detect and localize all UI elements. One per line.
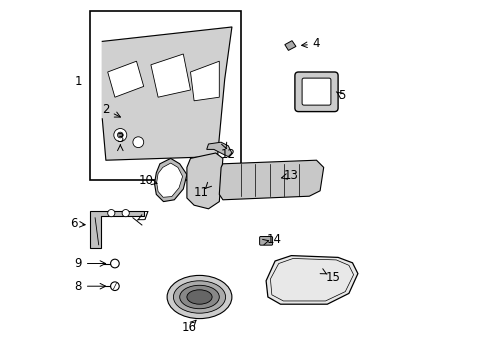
Circle shape xyxy=(114,129,126,141)
Polygon shape xyxy=(89,211,143,248)
Text: 3: 3 xyxy=(116,132,124,145)
Text: 9: 9 xyxy=(74,257,82,270)
Circle shape xyxy=(133,137,143,148)
Circle shape xyxy=(107,210,115,217)
Polygon shape xyxy=(206,142,231,157)
FancyBboxPatch shape xyxy=(294,72,337,112)
Text: 4: 4 xyxy=(312,37,320,50)
Circle shape xyxy=(122,210,129,217)
Polygon shape xyxy=(107,61,143,97)
Polygon shape xyxy=(156,163,182,197)
Text: 14: 14 xyxy=(266,233,281,246)
Ellipse shape xyxy=(167,275,231,319)
Polygon shape xyxy=(154,158,186,202)
Polygon shape xyxy=(102,27,231,160)
Polygon shape xyxy=(265,256,357,304)
Text: 2: 2 xyxy=(102,103,109,116)
FancyBboxPatch shape xyxy=(259,237,272,245)
Text: 6: 6 xyxy=(70,217,77,230)
Text: 7: 7 xyxy=(142,210,149,222)
Ellipse shape xyxy=(179,285,219,309)
Ellipse shape xyxy=(173,281,225,313)
Circle shape xyxy=(117,132,123,138)
Text: 13: 13 xyxy=(283,169,298,182)
Polygon shape xyxy=(151,54,190,97)
Text: 5: 5 xyxy=(337,89,345,102)
Text: 10: 10 xyxy=(139,174,154,187)
Polygon shape xyxy=(219,160,323,200)
Polygon shape xyxy=(284,41,295,50)
Text: 1: 1 xyxy=(75,75,82,87)
Polygon shape xyxy=(190,61,219,101)
Text: 12: 12 xyxy=(221,148,235,161)
Polygon shape xyxy=(186,153,223,209)
FancyBboxPatch shape xyxy=(302,78,330,105)
Text: 11: 11 xyxy=(193,186,208,199)
Text: 8: 8 xyxy=(74,280,81,293)
Bar xyxy=(89,11,241,180)
Text: 16: 16 xyxy=(181,321,196,334)
Text: 15: 15 xyxy=(325,271,340,284)
Ellipse shape xyxy=(186,290,212,304)
